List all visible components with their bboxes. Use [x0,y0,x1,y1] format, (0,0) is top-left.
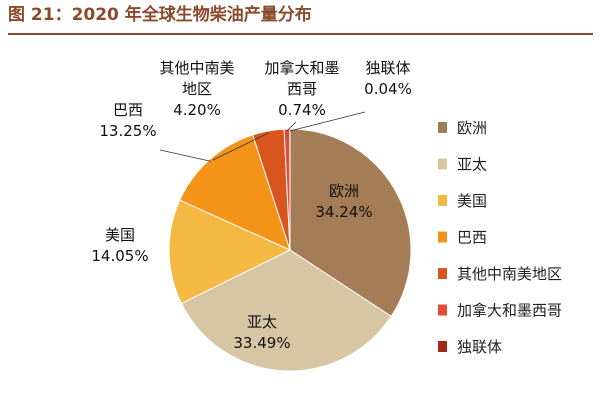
slice-6-name-label: 西哥 [287,80,317,98]
slice-7-name-label: 独联体 [365,59,410,77]
slice-3-value-label: 14.05% [91,247,148,265]
slice-4-wedge [179,134,291,251]
slice-6-name-label: 加拿大和墨 [264,59,339,77]
slice-2-wedge [180,249,392,372]
slice-7-value-label: 0.04% [364,80,412,98]
slice-5-name-label: 地区 [182,80,212,98]
title-divider [8,33,593,35]
slice-4-leader-line [159,149,211,162]
slice-7-leader-line [289,111,366,132]
slice-3-wedge [168,199,292,305]
figure-title: 图 21：2020 年全球生物柴油产量分布 [8,5,312,25]
slice-5-leader-line [212,132,269,161]
slice-2-value-label: 33.49% [233,334,290,352]
legend-label-3: 美国 [457,192,487,210]
legend-swatch-1 [438,122,447,133]
slice-5-name-label: 其他中南美 [159,59,234,77]
legend-swatch-3 [438,195,447,206]
slice-2-name-label: 亚太 [247,313,277,331]
pie-slices [168,128,412,372]
legend-swatch-2 [438,158,447,170]
legend-label-5: 其他中南美地区 [457,265,562,283]
slice-1-name-label: 欧洲 [329,182,359,200]
slice-4-value-label: 13.25% [99,122,156,140]
slice-labels: 欧洲 34.24% 亚太 33.49% 美国 14.05% 巴西 13.25% 其他中南美地区 4… [91,59,411,352]
slice-3-name-label: 美国 [105,226,135,244]
legend-swatch-6 [438,304,447,316]
legend-label-1: 欧洲 [457,119,487,137]
slice-6-leader-line [286,121,297,132]
slice-1-value-label: 34.24% [315,203,372,221]
legend-label-6: 加拿大和墨西哥 [457,302,562,320]
slice-5-value-label: 4.20% [173,101,221,119]
legend-swatch-5 [438,268,447,279]
legend-label-7: 独联体 [457,338,502,356]
legend-swatch-7 [438,341,447,352]
slice-6-value-label: 0.74% [278,101,326,119]
legend-label-4: 巴西 [457,229,487,247]
slice-4-name-label: 巴西 [113,101,143,119]
leader-lines [159,111,366,162]
legend-label-2: 亚太 [457,156,487,174]
legend-swatch-4 [438,231,447,243]
